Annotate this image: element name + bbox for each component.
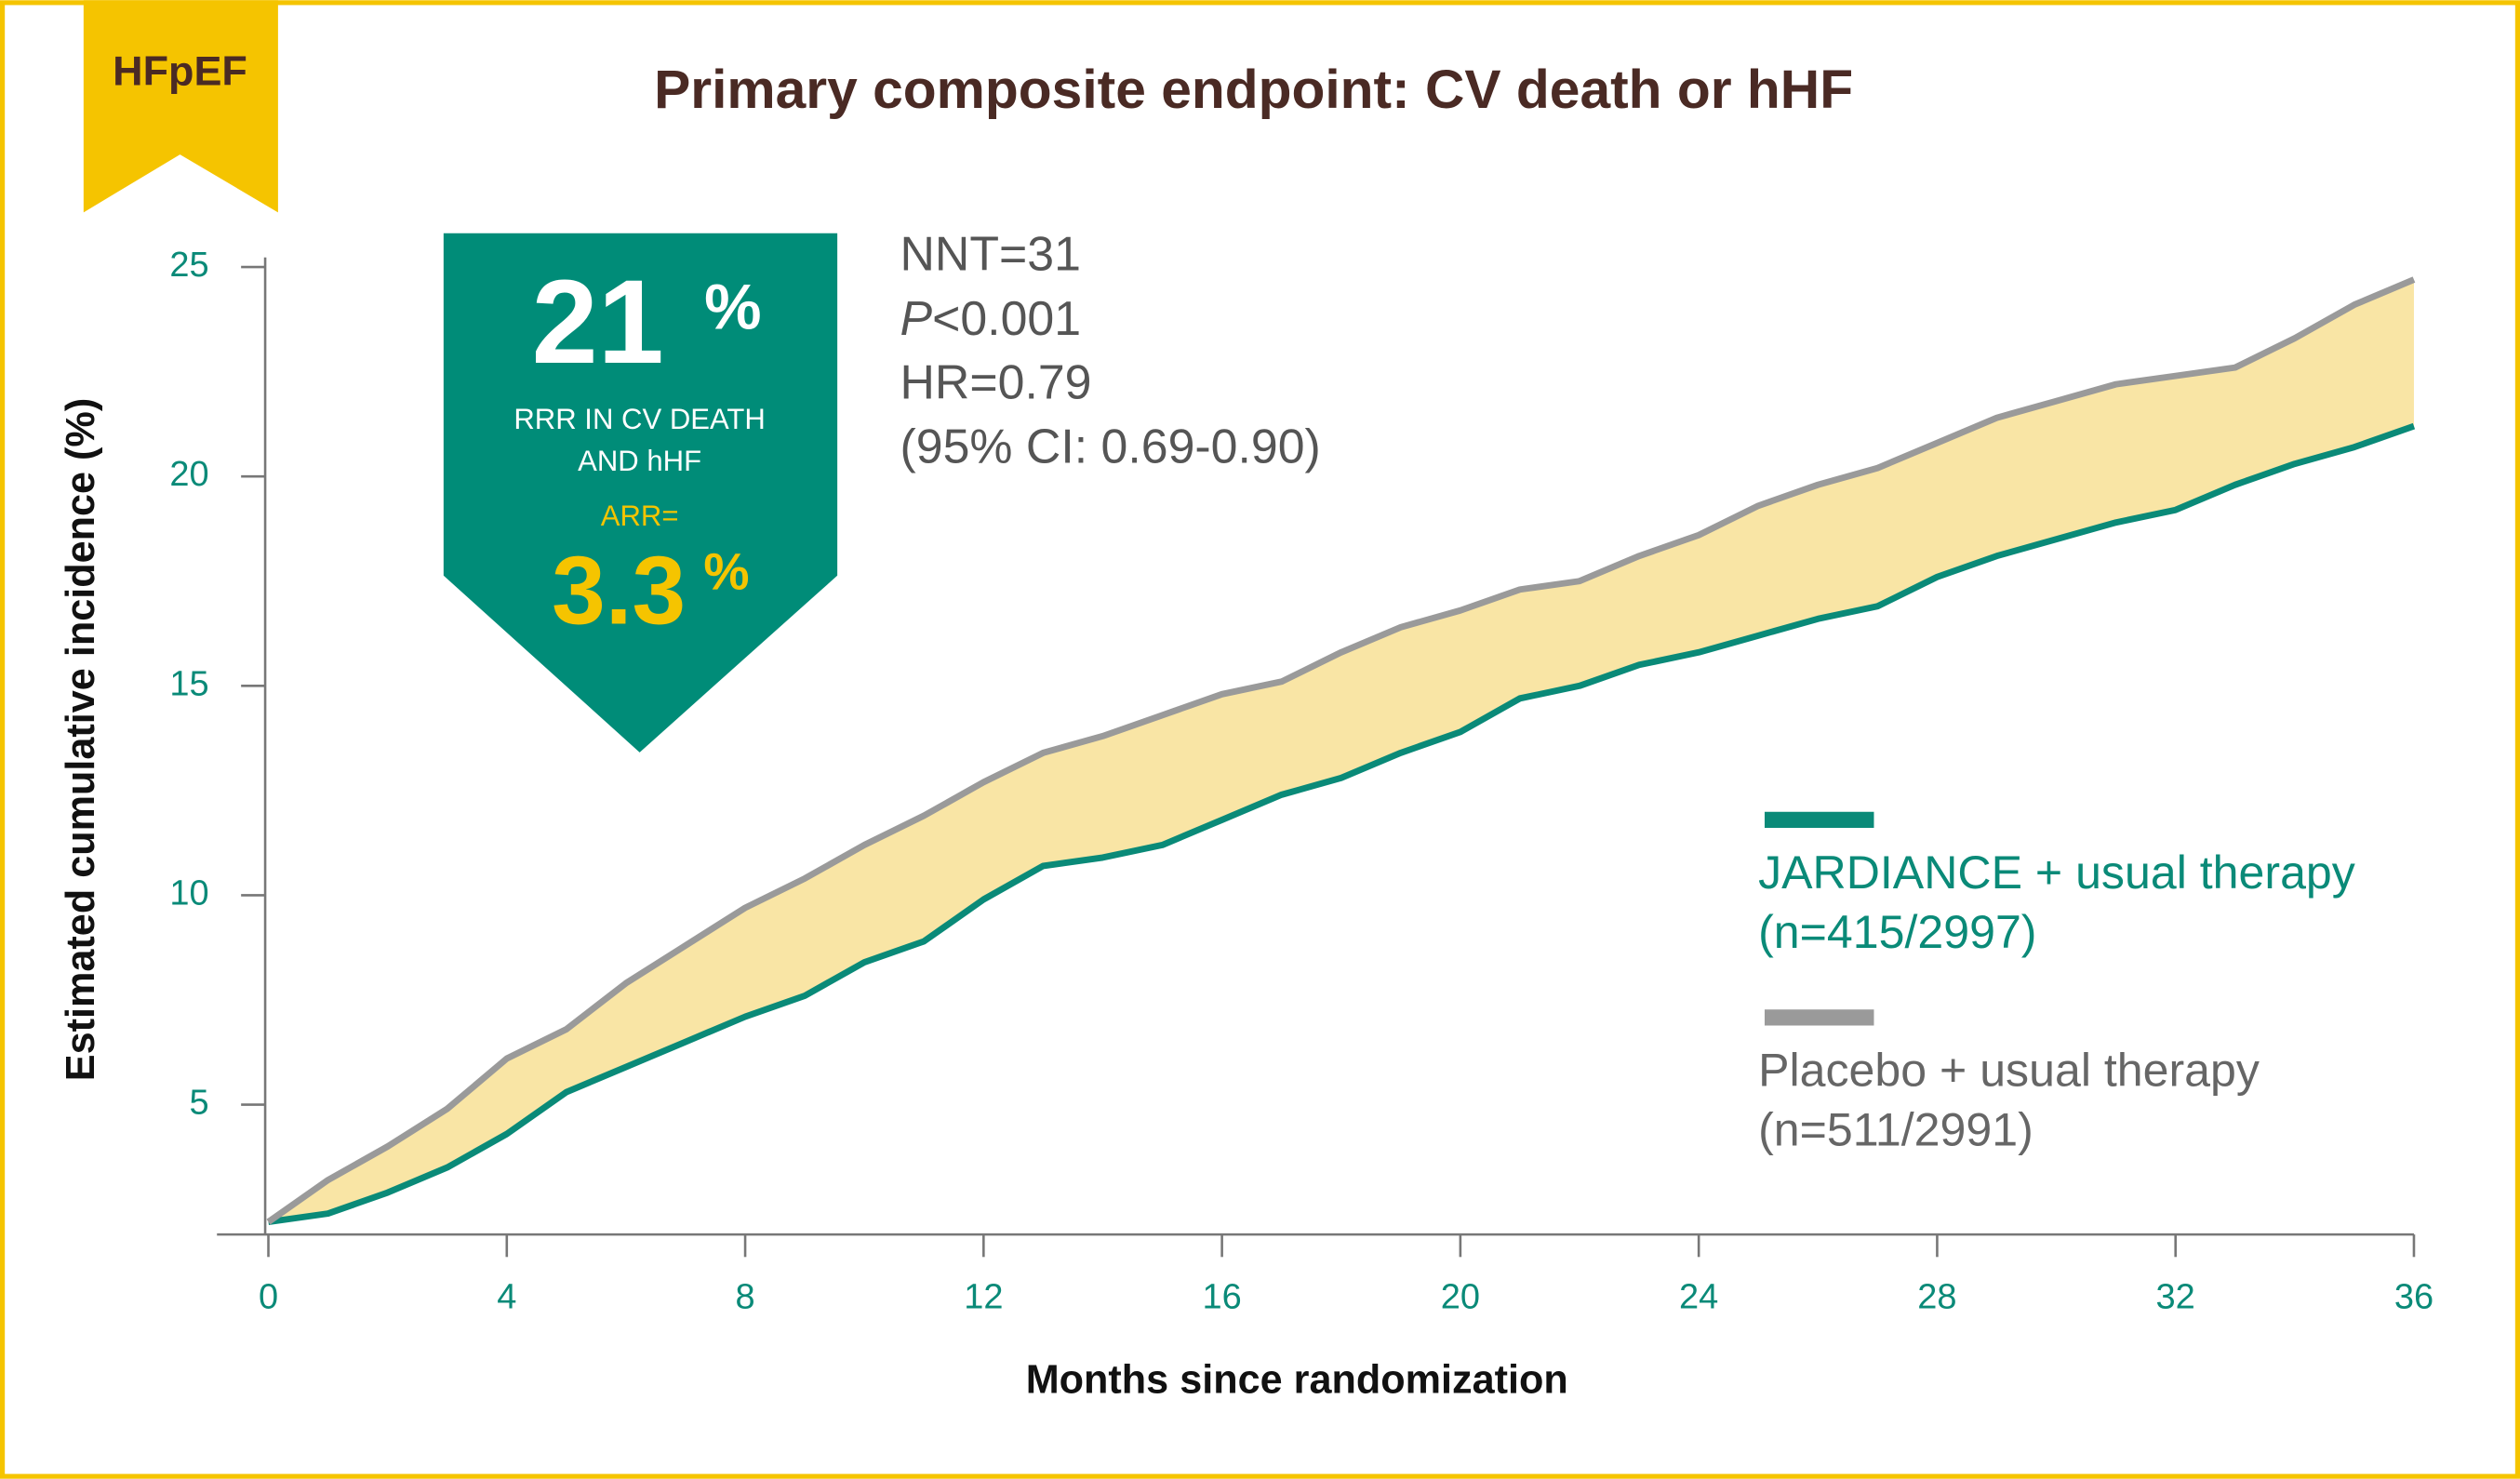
y-tick-label: 10 [169,873,208,913]
x-tick-label: 32 [2156,1277,2195,1316]
tab-ribbon [83,0,278,213]
y-axis-title: Estimated cumulative incidence (%) [59,398,103,1081]
rrr-value: 21 [532,256,664,389]
tab-label: HFpEF [113,47,247,95]
chart-title: Primary composite endpoint: CV death or … [654,60,1853,120]
stat-nnt: NNT=31 [900,226,1081,280]
y-tick-label: 20 [169,455,208,494]
p-symbol: P [900,290,933,344]
x-tick-label: 12 [964,1277,1003,1316]
stat-ci: (95% CI: 0.69-0.90) [900,420,1321,473]
gap-area [268,279,2414,1222]
plot: 5 10 15 20 25 0 4 8 12 16 20 24 28 32 36 [169,246,2433,1316]
x-tick-label: 8 [735,1277,754,1316]
y-tick-label: 5 [189,1084,208,1123]
arr-unit: % [703,542,749,600]
x-axis-title: Months since randomization [1026,1357,1568,1402]
arr-value: 3.3 [552,536,686,644]
y-tick-label: 25 [169,246,208,285]
x-tick-label: 0 [259,1277,278,1316]
legend-label: Placebo + usual therapy [1758,1045,2260,1097]
badge [443,233,838,753]
rrr-label: RRR IN CV DEATH [513,403,766,435]
x-tick-label: 36 [2394,1277,2433,1316]
legend-count: (n=511/2991) [1758,1104,2033,1156]
p-value: <0.001 [932,290,1081,344]
arr-label: ARR= [601,500,679,532]
rrr-label: AND hHF [578,445,701,477]
x-tick-label: 4 [497,1277,516,1316]
series-line [268,422,2416,1226]
legend-label: JARDIANCE + usual therapy [1758,846,2355,899]
stat-hr: HR=0.79 [900,355,1092,409]
y-tick-label: 15 [169,664,208,703]
rrr-unit: % [704,271,761,343]
x-tick-label: 16 [1202,1277,1241,1316]
stat-p: P<0.001 [900,290,1082,344]
x-tick-label: 20 [1441,1277,1480,1316]
x-tick-label: 28 [1917,1277,1956,1316]
legend-count: (n=415/2997) [1758,906,2036,958]
x-tick-label: 24 [1679,1277,1718,1316]
series-line [266,276,2416,1225]
